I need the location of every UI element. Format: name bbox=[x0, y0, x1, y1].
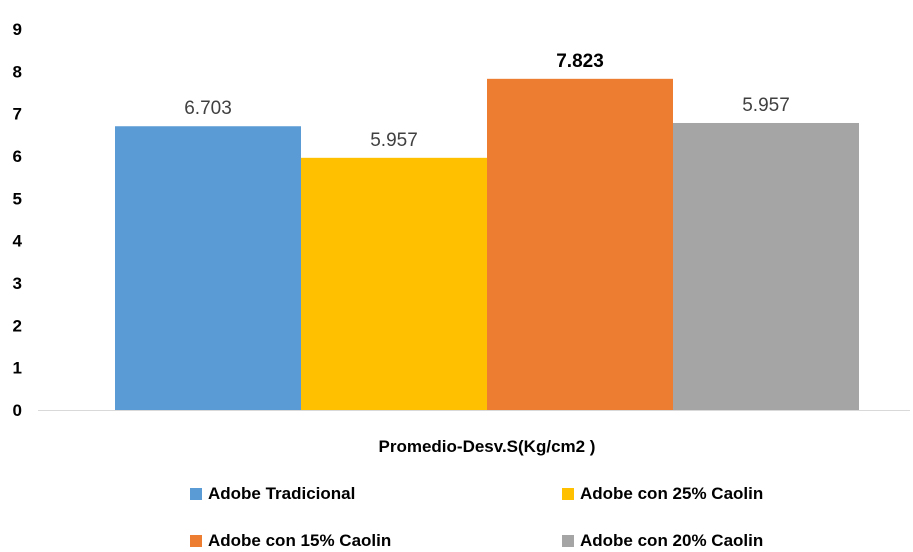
data-label: 5.957 bbox=[742, 95, 790, 116]
data-labels-group: 6.703 5.957 7.823 5.957 bbox=[184, 51, 790, 151]
y-tick-label: 4 bbox=[13, 232, 23, 251]
legend-item-adobe-20-caolin: Adobe con 20% Caolin bbox=[562, 531, 763, 551]
legend-label: Adobe con 25% Caolin bbox=[580, 484, 764, 503]
y-tick-label: 0 bbox=[13, 401, 22, 420]
legend-label: Adobe con 20% Caolin bbox=[580, 531, 764, 550]
bar bbox=[115, 126, 301, 410]
y-axis: 0 1 2 3 4 5 6 7 8 9 bbox=[13, 20, 23, 420]
bar bbox=[301, 157, 487, 410]
y-tick-label: 9 bbox=[13, 20, 22, 39]
legend-item-adobe-15-caolin: Adobe con 15% Caolin bbox=[190, 531, 391, 551]
bar bbox=[673, 122, 859, 410]
y-tick-label: 1 bbox=[13, 359, 22, 378]
y-tick-label: 8 bbox=[13, 62, 22, 81]
bar bbox=[487, 78, 673, 411]
legend-swatch bbox=[562, 488, 574, 500]
legend: Adobe Tradicional Adobe con 25% Caolin A… bbox=[0, 480, 913, 552]
legend-item-adobe-tradicional: Adobe Tradicional bbox=[190, 484, 355, 504]
data-label: 6.703 bbox=[184, 98, 232, 119]
y-tick-label: 5 bbox=[13, 189, 22, 208]
data-label: 7.823 bbox=[556, 51, 604, 72]
y-tick-label: 3 bbox=[13, 274, 22, 293]
y-tick-label: 6 bbox=[13, 147, 22, 166]
bar-chart: 0 1 2 3 4 5 6 7 8 9 6.703 5.957 7.823 5.957 Promedio… bbox=[13, 20, 910, 456]
data-label: 5.957 bbox=[370, 130, 418, 151]
x-category-label: Promedio-Desv.S(Kg/cm2 ) bbox=[379, 437, 596, 456]
legend-swatch bbox=[562, 535, 574, 547]
legend-item-adobe-25-caolin: Adobe con 25% Caolin bbox=[562, 484, 763, 504]
y-tick-label: 2 bbox=[13, 316, 22, 335]
legend-label: Adobe con 15% Caolin bbox=[208, 531, 392, 550]
legend-swatch bbox=[190, 535, 202, 547]
legend-swatch bbox=[190, 488, 202, 500]
bars-group bbox=[115, 78, 859, 411]
y-tick-label: 7 bbox=[13, 105, 22, 124]
legend-label: Adobe Tradicional bbox=[208, 484, 356, 503]
